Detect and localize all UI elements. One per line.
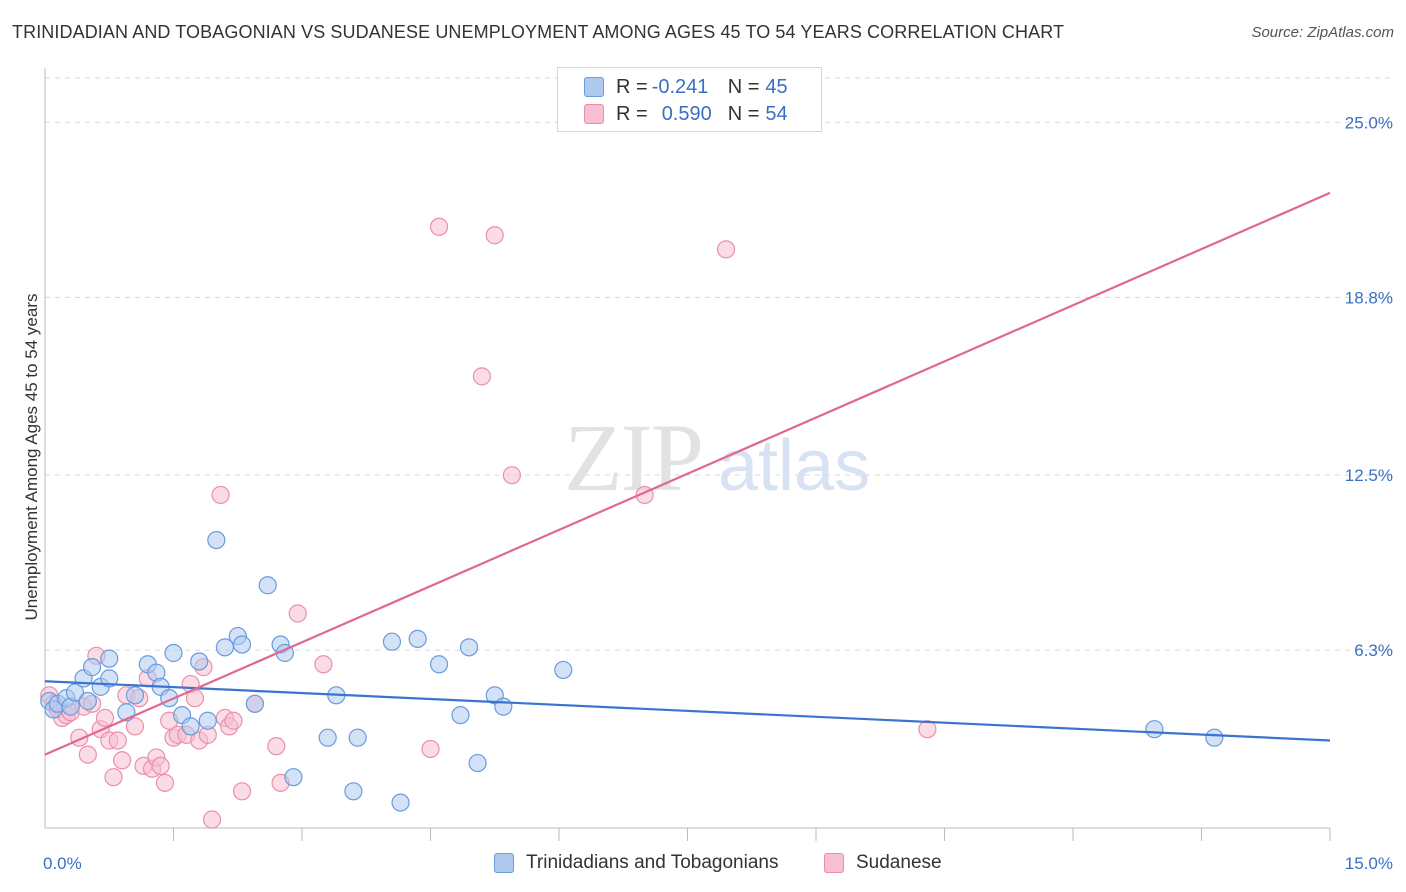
y-tick-label: 18.8% — [1345, 288, 1393, 307]
data-point — [284, 768, 303, 787]
data-point — [451, 705, 470, 725]
trend-lines — [44, 191, 1331, 756]
data-point — [245, 694, 264, 713]
y-axis-label: Unemployment Among Ages 45 to 54 years — [22, 294, 41, 621]
data-point — [382, 632, 402, 651]
legend-swatch-blue — [584, 77, 604, 97]
series-sudanese-points — [40, 217, 937, 829]
data-point — [190, 652, 209, 671]
watermark-atlas: atlas — [718, 426, 870, 506]
watermark-zip: ZIP — [564, 404, 702, 511]
data-point — [198, 711, 217, 730]
data-point — [100, 669, 119, 688]
data-point — [211, 485, 230, 505]
trend-line-trinidadian — [44, 680, 1331, 742]
data-point — [164, 643, 183, 663]
data-point — [125, 717, 145, 736]
data-point — [408, 629, 427, 648]
data-point — [83, 658, 102, 677]
data-point — [258, 576, 277, 595]
data-point — [78, 745, 97, 764]
x-tick-label-min: 0.0% — [43, 854, 82, 873]
y-axis-label-group: Unemployment Among Ages 45 to 54 years — [22, 294, 41, 621]
data-point — [344, 782, 363, 801]
bottom-legend-swatch-pink — [824, 853, 844, 873]
x-tick-label-max: 15.0% — [1345, 854, 1393, 873]
data-point — [391, 793, 410, 812]
data-point — [108, 731, 127, 750]
data-point — [502, 466, 521, 485]
data-point — [429, 655, 449, 674]
bottom-legend-trinidadian: Trinidadians and Tobagonians — [494, 852, 778, 874]
legend-n-value: 54 — [765, 102, 788, 125]
legend-n-label: N = — [727, 75, 760, 98]
series-trinidadian-points — [40, 530, 1224, 812]
data-point — [468, 753, 487, 773]
data-point — [207, 530, 226, 550]
data-point — [125, 686, 145, 705]
grid-lines — [45, 77, 1395, 651]
x-tick-labels: 0.0% 15.0% — [43, 854, 1393, 873]
bottom-legend-label: Sudanese — [856, 852, 942, 873]
data-point — [918, 720, 937, 739]
y-tick-labels: 6.3% 12.5% 18.8% 25.0% — [1345, 113, 1393, 660]
data-point — [716, 240, 736, 259]
data-point — [1205, 728, 1224, 747]
data-point — [554, 660, 573, 680]
data-point — [348, 728, 367, 747]
data-point — [421, 739, 440, 759]
chart-title: TRINIDADIAN AND TOBAGONIAN VS SUDANESE U… — [12, 22, 1065, 42]
data-point — [224, 711, 243, 730]
bottom-legend-label: Trinidadians and Tobagonians — [526, 852, 779, 873]
legend-swatch-pink — [584, 104, 604, 124]
correlation-legend: R = -0.241 N = 45 R = 0.590 N = 54 — [557, 67, 822, 132]
data-point — [232, 635, 252, 654]
legend-n-value: 45 — [765, 75, 788, 98]
bottom-legend-swatch-blue — [494, 853, 514, 873]
y-tick-label: 6.3% — [1354, 641, 1393, 660]
data-point — [202, 810, 222, 829]
source-label: Source: ZipAtlas.com — [1251, 24, 1394, 41]
data-point — [181, 717, 200, 736]
data-point — [78, 691, 97, 711]
data-point — [429, 217, 449, 236]
watermark: ZIP atlas — [564, 404, 870, 511]
data-point — [155, 773, 175, 792]
legend-r-value: -0.241 — [651, 75, 709, 98]
data-point — [494, 697, 513, 716]
data-point — [267, 737, 286, 756]
data-point — [472, 367, 491, 386]
y-tick-label: 12.5% — [1345, 466, 1393, 485]
data-point — [112, 751, 132, 770]
data-point — [95, 708, 115, 728]
bottom-legend-sudanese: Sudanese — [824, 852, 942, 874]
legend-r-value: 0.590 — [661, 102, 712, 125]
data-point — [459, 638, 479, 657]
legend-r-label: R = — [616, 75, 648, 98]
legend-n-label: N = — [727, 102, 760, 125]
legend-row-trinidadian: R = -0.241 N = 45 — [558, 74, 788, 100]
data-point — [314, 655, 333, 674]
data-point — [100, 649, 119, 668]
data-point — [318, 728, 337, 747]
legend-row-sudanese: R = 0.590 N = 54 — [558, 101, 788, 127]
data-point — [65, 683, 85, 702]
legend-r-label: R = — [616, 102, 648, 125]
data-point — [1145, 720, 1164, 739]
trend-line-sudanese — [44, 191, 1331, 756]
data-point — [288, 604, 307, 623]
data-point — [104, 768, 123, 787]
data-point — [151, 756, 170, 776]
data-point — [485, 226, 504, 245]
y-tick-label: 25.0% — [1345, 113, 1393, 132]
data-point — [232, 782, 252, 801]
